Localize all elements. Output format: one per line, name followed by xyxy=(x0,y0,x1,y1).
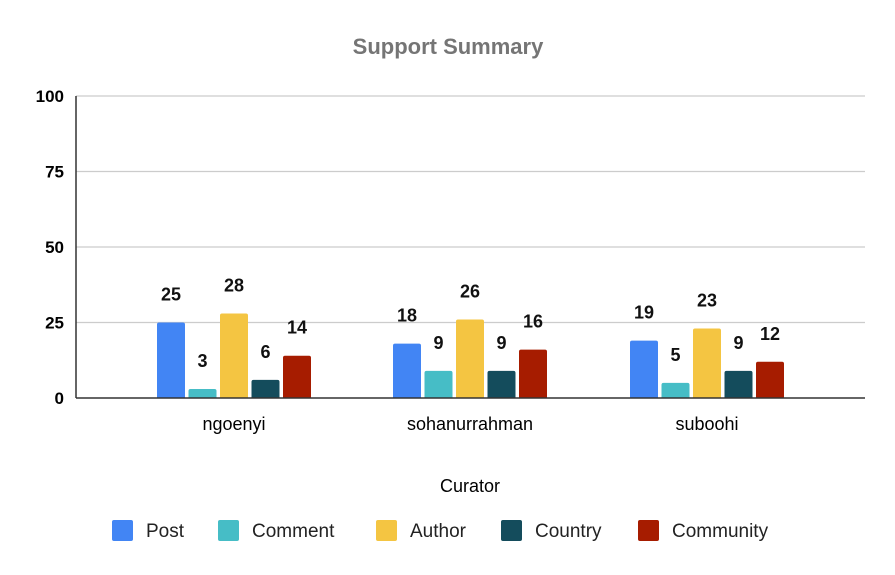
data-label: 14 xyxy=(287,318,307,338)
y-tick-label: 0 xyxy=(55,389,64,408)
legend: Post Comment Author Country Community xyxy=(112,520,769,542)
x-tick-label: ngoenyi xyxy=(202,414,265,434)
y-tick-label: 50 xyxy=(45,238,64,257)
chart-title: Support Summary xyxy=(353,34,544,59)
legend-swatch xyxy=(501,520,522,541)
y-tick-label: 75 xyxy=(45,163,64,182)
bar-country-suboohi xyxy=(724,370,753,398)
bar-author-sohanurrahman xyxy=(456,319,484,398)
data-label: 9 xyxy=(496,333,506,353)
data-label: 5 xyxy=(670,345,680,365)
legend-label: Community xyxy=(672,521,769,542)
bar-community-ngoenyi xyxy=(283,355,311,398)
bar-post-suboohi xyxy=(630,340,658,398)
legend-label: Country xyxy=(535,521,602,542)
x-axis-title: Curator xyxy=(440,476,500,496)
bar-author-suboohi xyxy=(693,328,721,398)
x-axis-ticks: ngoenyi sohanurrahman suboohi xyxy=(202,414,738,434)
legend-item-post: Post xyxy=(112,520,185,542)
bar-author-ngoenyi xyxy=(220,313,248,398)
data-labels: 25 3 28 6 14 18 9 26 9 16 19 5 23 9 12 xyxy=(161,275,780,371)
legend-item-author: Author xyxy=(376,520,467,542)
legend-swatch xyxy=(218,520,239,541)
bar-comment-ngoenyi xyxy=(188,388,217,398)
axes xyxy=(75,96,865,399)
data-label: 28 xyxy=(224,275,244,295)
legend-swatch xyxy=(376,520,397,541)
data-label: 6 xyxy=(260,342,270,362)
x-tick-label: sohanurrahman xyxy=(407,414,533,434)
bar-country-ngoenyi xyxy=(251,379,280,398)
legend-label: Comment xyxy=(252,521,335,542)
data-label: 16 xyxy=(523,312,543,332)
legend-label: Author xyxy=(410,521,467,542)
bar-post-ngoenyi xyxy=(157,322,185,398)
legend-item-comment: Comment xyxy=(218,520,335,542)
y-tick-label: 100 xyxy=(36,87,64,106)
bars xyxy=(157,313,784,398)
data-label: 18 xyxy=(397,306,417,326)
data-label: 9 xyxy=(433,333,443,353)
data-label: 3 xyxy=(197,351,207,371)
gridlines xyxy=(76,95,865,324)
legend-label: Post xyxy=(146,521,185,542)
bar-post-sohanurrahman xyxy=(393,343,421,398)
x-tick-label: suboohi xyxy=(675,414,738,434)
bar-community-suboohi xyxy=(756,361,784,398)
bar-community-sohanurrahman xyxy=(519,349,547,398)
data-label: 12 xyxy=(760,324,780,344)
bar-country-sohanurrahman xyxy=(487,370,516,398)
y-axis-ticks: 0 25 50 75 100 xyxy=(36,87,64,408)
data-label: 19 xyxy=(634,303,654,323)
y-tick-label: 25 xyxy=(45,314,64,333)
legend-swatch xyxy=(112,520,133,541)
bar-comment-sohanurrahman xyxy=(424,370,453,398)
data-label: 25 xyxy=(161,285,181,305)
data-label: 26 xyxy=(460,281,480,301)
data-label: 23 xyxy=(697,291,717,311)
legend-item-country: Country xyxy=(501,520,602,542)
legend-item-community: Community xyxy=(638,520,769,542)
data-label: 9 xyxy=(733,333,743,353)
legend-swatch xyxy=(638,520,659,541)
bar-comment-suboohi xyxy=(661,382,690,398)
